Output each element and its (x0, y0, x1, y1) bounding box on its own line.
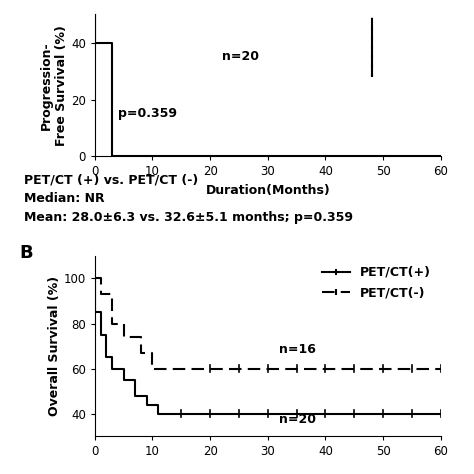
Legend: PET/CT(+), PET/CT(-): PET/CT(+), PET/CT(-) (319, 262, 435, 303)
Text: p=0.359: p=0.359 (118, 107, 177, 119)
Y-axis label: Progression-
Free Survival (%): Progression- Free Survival (%) (40, 25, 68, 146)
Text: B: B (19, 244, 33, 262)
X-axis label: Duration(Months): Duration(Months) (205, 184, 330, 197)
Text: Mean: 28.0±6.3 vs. 32.6±5.1 months; p=0.359: Mean: 28.0±6.3 vs. 32.6±5.1 months; p=0.… (24, 211, 353, 224)
Text: n=20: n=20 (279, 412, 316, 426)
Y-axis label: Overall Survival (%): Overall Survival (%) (48, 276, 61, 416)
Text: n=20: n=20 (222, 50, 259, 63)
Text: n=16: n=16 (279, 343, 316, 356)
Text: Median: NR: Median: NR (24, 192, 104, 205)
Text: PET/CT (+) vs. PET/CT (-): PET/CT (+) vs. PET/CT (-) (24, 173, 198, 186)
